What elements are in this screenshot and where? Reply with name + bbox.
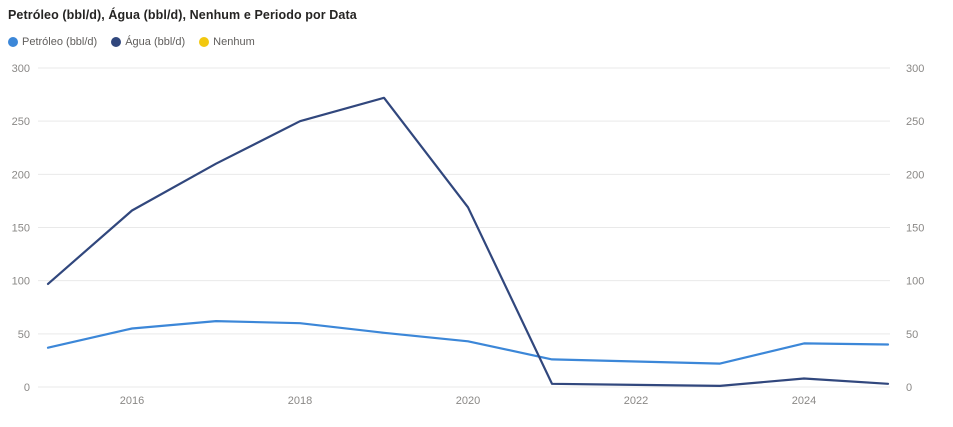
x-axis-tick-2020: 2020: [456, 395, 480, 407]
y-axis-left-tick-250: 250: [12, 116, 30, 128]
legend: Petróleo (bbl/d) Água (bbl/d) Nenhum: [8, 36, 255, 48]
legend-item-2[interactable]: Nenhum: [199, 36, 255, 48]
chart-title: Petróleo (bbl/d), Água (bbl/d), Nenhum e…: [8, 8, 357, 22]
y-axis-right-tick-0: 0: [906, 382, 912, 394]
y-axis-right-tick-150: 150: [906, 223, 924, 235]
y-axis-left-tick-100: 100: [12, 276, 30, 288]
y-axis-left-tick-200: 200: [12, 169, 30, 181]
y-axis-left-tick-50: 50: [18, 329, 30, 341]
legend-dot-icon: [111, 37, 122, 47]
legend-label: Nenhum: [213, 36, 255, 48]
y-axis-right-tick-100: 100: [906, 276, 924, 288]
legend-label: Petróleo (bbl/d): [22, 36, 98, 48]
legend-item-1[interactable]: Água (bbl/d): [111, 36, 185, 48]
legend-dot-icon: [8, 37, 18, 47]
series-line-0: [46, 320, 890, 365]
legend-item-0[interactable]: Petróleo (bbl/d): [8, 36, 97, 48]
x-axis-tick-2018: 2018: [288, 395, 312, 407]
series-line-1: [46, 96, 890, 387]
y-axis-left-tick-150: 150: [12, 223, 30, 235]
x-axis-tick-2024: 2024: [792, 395, 816, 407]
y-axis-right-tick-300: 300: [906, 63, 924, 75]
y-axis-left-tick-0: 0: [24, 382, 30, 394]
x-axis-tick-2022: 2022: [624, 395, 648, 407]
legend-label: Água (bbl/d): [125, 36, 186, 48]
y-axis-right-tick-250: 250: [906, 116, 924, 128]
legend-dot-icon: [199, 37, 210, 47]
y-axis-right-tick-200: 200: [906, 169, 924, 181]
x-axis-tick-2016: 2016: [120, 395, 144, 407]
y-axis-right-tick-50: 50: [906, 329, 918, 341]
y-axis-left-tick-300: 300: [12, 63, 30, 75]
